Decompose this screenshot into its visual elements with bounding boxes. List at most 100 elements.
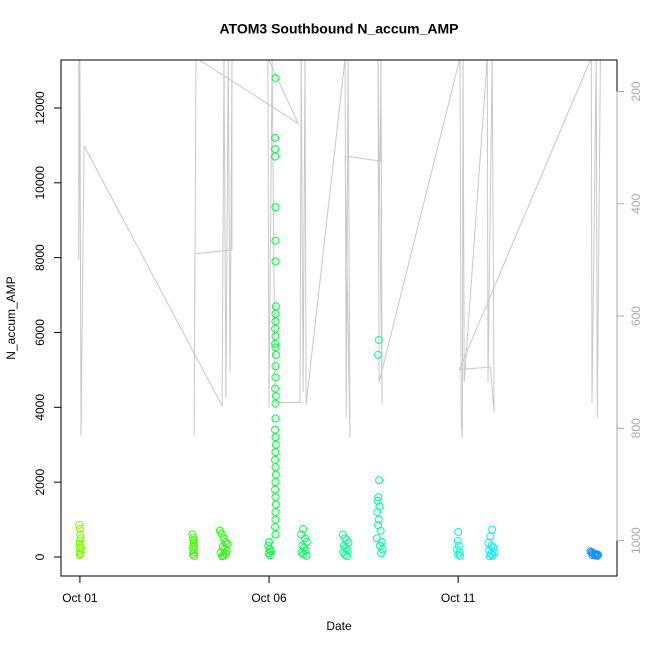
point: [75, 520, 84, 529]
y2-tick-label: 400: [629, 193, 643, 213]
point: [218, 552, 227, 561]
point: [299, 524, 308, 533]
y-tick-label: 2000: [33, 468, 47, 495]
point: [271, 399, 280, 408]
point: [271, 448, 280, 457]
point: [271, 350, 280, 359]
y-tick-label: 0: [33, 553, 47, 560]
point: [271, 440, 280, 449]
point: [271, 362, 280, 371]
point: [189, 536, 198, 545]
point: [75, 551, 84, 560]
point: [271, 392, 280, 401]
point: [271, 493, 280, 502]
point: [588, 551, 597, 560]
point: [271, 478, 280, 487]
point: [266, 547, 275, 556]
point: [373, 350, 382, 359]
point: [594, 550, 603, 559]
point: [341, 550, 350, 559]
point: [271, 302, 280, 311]
point: [376, 526, 385, 535]
point: [271, 236, 280, 245]
point: [302, 551, 311, 560]
point: [271, 515, 280, 524]
point: [338, 530, 347, 539]
point: [188, 530, 197, 539]
point: [485, 552, 494, 561]
point: [271, 455, 280, 464]
point: [189, 538, 198, 547]
y2-tick-label: 1000: [629, 527, 643, 554]
point: [454, 550, 463, 559]
point: [75, 524, 84, 533]
line-series: [78, 60, 601, 438]
point: [271, 332, 280, 341]
point: [271, 500, 280, 509]
point: [301, 546, 310, 555]
point: [487, 541, 496, 550]
plot-area: [75, 60, 603, 561]
y-tick-label: 8000: [33, 244, 47, 271]
point: [219, 534, 228, 543]
point: [264, 549, 273, 558]
point: [593, 551, 602, 560]
point: [271, 133, 280, 142]
point: [271, 317, 280, 326]
point: [271, 485, 280, 494]
point: [453, 536, 462, 545]
point: [190, 551, 199, 560]
point: [271, 343, 280, 352]
point: [271, 152, 280, 161]
point: [271, 530, 280, 539]
chart-title: ATOM3 Southbound N_accum_AMP: [219, 21, 458, 37]
point: [378, 545, 387, 554]
point: [375, 476, 384, 485]
point: [271, 425, 280, 434]
point: [271, 523, 280, 532]
point: [271, 463, 280, 472]
point: [189, 533, 198, 542]
point: [455, 548, 464, 557]
point: [372, 534, 381, 543]
point: [375, 502, 384, 511]
point: [374, 493, 383, 502]
point: [266, 551, 275, 560]
point: [377, 538, 386, 547]
y2-tick-label: 600: [629, 306, 643, 326]
x-axis-label: Date: [326, 619, 352, 633]
point: [271, 324, 280, 333]
point: [271, 470, 280, 479]
point: [271, 414, 280, 423]
point: [271, 433, 280, 442]
point: [373, 496, 382, 505]
point: [271, 339, 280, 348]
point: [265, 545, 274, 554]
y-tick-label: 10000: [33, 166, 47, 200]
y2-tick-label: 200: [629, 81, 643, 101]
point: [456, 551, 465, 560]
x-tick-label: Oct 01: [62, 591, 98, 605]
point: [454, 527, 463, 536]
point: [271, 384, 280, 393]
x-tick-label: Oct 11: [441, 591, 476, 605]
point: [76, 534, 85, 543]
y-tick-label: 12000: [33, 91, 47, 125]
point: [300, 534, 309, 543]
y2-tick-label: 800: [629, 418, 643, 438]
point: [373, 508, 382, 517]
y-tick-label: 4000: [33, 394, 47, 421]
point: [374, 335, 383, 344]
point: [271, 257, 280, 266]
point: [343, 546, 352, 555]
point: [374, 515, 383, 524]
point: [271, 373, 280, 382]
point: [342, 552, 351, 561]
x-tick-label: Oct 06: [251, 591, 287, 605]
point: [271, 203, 280, 212]
point: [271, 74, 280, 83]
point: [189, 550, 198, 559]
y-axis-label: N_accum_AMP: [4, 276, 18, 359]
